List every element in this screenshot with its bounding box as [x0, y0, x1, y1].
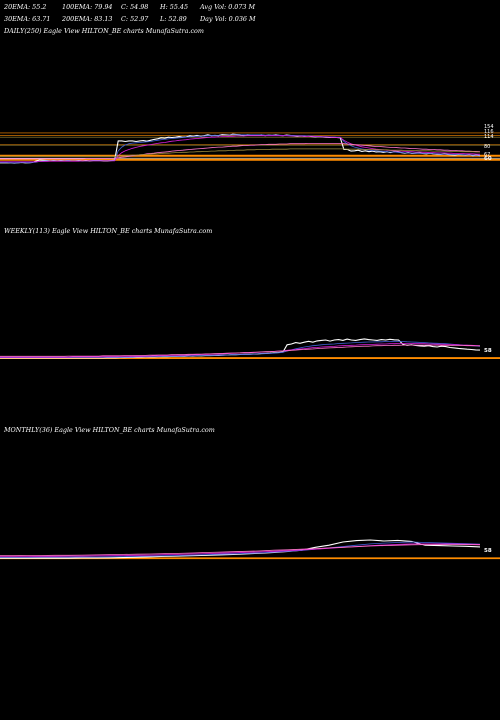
daily-level-label: 67	[484, 152, 490, 158]
weekly-current-price-tag: 58	[484, 348, 492, 354]
daily-level-label: 154	[484, 124, 494, 130]
daily-ema200-line	[0, 148, 480, 157]
daily-level-label: 114	[484, 134, 494, 140]
low-readout: L: 52.89	[159, 15, 187, 23]
daily-level-label: 116	[484, 129, 494, 135]
indicator-header: 20EMA: 55.2 100EMA: 79.94 C: 54.98 H: 55…	[3, 3, 256, 23]
daily-panel-title: DAILY(250) Eagle View HILTON_BE charts M…	[3, 27, 204, 35]
monthly-panel-title: MONTHLY(36) Eagle View HILTON_BE charts …	[3, 426, 215, 434]
open-readout: C: 54.98	[121, 3, 148, 11]
ema20-readout: 20EMA: 55.2	[3, 3, 46, 11]
daily-current-price-tag: 60	[484, 156, 492, 162]
weekly-ema_c-line	[0, 344, 480, 357]
ema100-readout: 100EMA: 79.94	[62, 3, 113, 11]
weekly-ema_a-line	[0, 340, 481, 359]
day-vol-readout: Day Vol: 0.036 M	[199, 15, 256, 23]
monthly-current-price-tag: 58	[484, 548, 492, 554]
weekly-chart-panel: 58	[0, 338, 500, 359]
avg-vol-readout: Avg Vol: 0.073 M	[199, 3, 256, 11]
monthly-chart-panel: 58	[0, 539, 500, 560]
ema30-readout: 30EMA: 63.71	[4, 15, 50, 23]
monthly-ema_c-line	[0, 544, 481, 557]
daily-level-label: 80	[484, 144, 490, 150]
high-readout: H: 55.45	[159, 3, 188, 11]
monthly-price-line	[0, 539, 481, 559]
ema200-readout: 200EMA: 83.13	[61, 15, 113, 23]
weekly-panel-title: WEEKLY(113) Eagle View HILTON_BE charts …	[4, 227, 212, 235]
close-readout: C: 52.97	[121, 15, 149, 23]
monthly-ema_a-line	[0, 541, 481, 558]
monthly-ema_b-line	[0, 543, 481, 557]
daily-ema100-line	[0, 142, 481, 160]
daily-ema30-line	[0, 135, 480, 163]
